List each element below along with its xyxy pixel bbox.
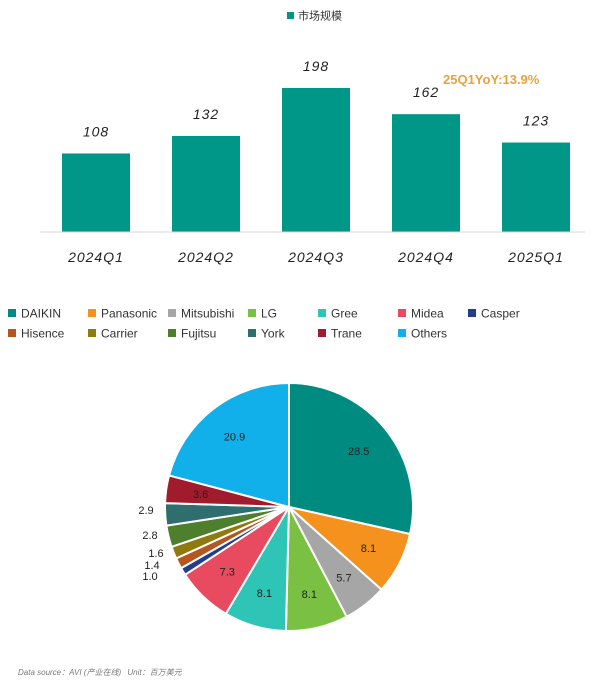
legend-swatch	[318, 329, 326, 337]
legend-swatch	[168, 329, 176, 337]
legend-item: Hisence	[8, 327, 65, 341]
pie-value-label: 8.1	[361, 543, 376, 555]
pie-value-label: 7.3	[220, 567, 235, 579]
legend-swatch	[318, 309, 326, 317]
bar-value-label: 162	[413, 84, 439, 100]
bar	[62, 153, 130, 232]
pie-value-label: 1.4	[144, 560, 159, 572]
category-label: 2024Q3	[287, 249, 344, 265]
legend-item: Mitsubishi	[168, 307, 234, 321]
legend-label: Fujitsu	[181, 327, 216, 341]
pie-value-label: 2.8	[142, 530, 157, 542]
legend-swatch	[88, 309, 96, 317]
legend-item: Fujitsu	[168, 327, 216, 341]
bar-chart: 市场规模 108 2024Q1 132 2024Q2 198 2024Q3 162 2024Q4…	[40, 9, 585, 265]
legend-label: Carrier	[101, 327, 138, 341]
legend-label: Others	[411, 327, 447, 341]
pie-value-label: 8.1	[302, 589, 317, 601]
unit-text: Unit：百万美元	[127, 668, 182, 677]
legend-item: Casper	[468, 307, 520, 321]
legend-swatch	[8, 309, 16, 317]
category-label: 2024Q2	[177, 249, 234, 265]
legend-label: 市场规模	[298, 9, 342, 23]
bar-legend: 市场规模	[287, 9, 342, 23]
legend-item: DAIKIN	[8, 307, 61, 321]
bar-value-label: 123	[523, 113, 549, 129]
pie-slice	[288, 381, 414, 536]
pie-value-label: 3.6	[193, 489, 208, 501]
legend-label: Casper	[481, 307, 520, 321]
legend-label: Panasonic	[101, 307, 157, 321]
category-label: 2024Q4	[397, 249, 454, 265]
bar-value-label: 132	[193, 106, 219, 122]
bar	[502, 142, 570, 232]
legend-swatch	[248, 329, 256, 337]
bar-value-label: 198	[303, 58, 329, 74]
pie-slice	[167, 381, 290, 509]
pie-value-label: 1.6	[148, 548, 163, 560]
pie-legend: DAIKIN Panasonic Mitsubishi LG Gree Midea Casp…	[8, 307, 520, 341]
legend-label: York	[261, 327, 286, 341]
legend-swatch	[248, 309, 256, 317]
legend-label: Hisence	[21, 327, 65, 341]
yoy-annotation: 25Q1YoY:13.9%	[443, 72, 540, 87]
bar	[282, 88, 350, 232]
legend-item: Others	[398, 327, 447, 341]
bar	[392, 114, 460, 232]
legend-swatch	[398, 309, 406, 317]
legend-label: Gree	[331, 307, 358, 321]
legend-item: Trane	[318, 327, 362, 341]
pie-value-label: 8.1	[257, 588, 272, 600]
pie-chart: 28.5 8.1 5.7 8.1 8.1 7.3 1.01.41.6 2.8 2.9 3.6 20.…	[138, 381, 414, 632]
legend-item: LG	[248, 307, 277, 321]
bar	[172, 136, 240, 232]
legend-swatch	[8, 329, 16, 337]
source-note: Data source：AVI (产业在线) Unit：百万美元	[18, 667, 186, 678]
source-text: Data source：AVI (产业在线)	[18, 668, 122, 677]
pie-value-label: 2.9	[138, 505, 153, 517]
pie-value-label: 28.5	[348, 446, 369, 458]
category-label: 2025Q1	[507, 249, 564, 265]
legend-swatch	[287, 12, 294, 19]
category-label: 2024Q1	[67, 249, 124, 265]
legend-label: DAIKIN	[21, 307, 61, 321]
legend-item: Midea	[398, 307, 444, 321]
legend-label: LG	[261, 307, 277, 321]
legend-swatch	[468, 309, 476, 317]
legend-swatch	[88, 329, 96, 337]
legend-item: Panasonic	[88, 307, 157, 321]
legend-item: Carrier	[88, 327, 138, 341]
pie-value-label: 5.7	[336, 572, 351, 584]
legend-label: Midea	[411, 307, 444, 321]
bar-value-label: 108	[83, 123, 109, 139]
legend-swatch	[168, 309, 176, 317]
legend-swatch	[398, 329, 406, 337]
legend-item: York	[248, 327, 286, 341]
pie-value-label: 20.9	[224, 431, 245, 443]
legend-item: Gree	[318, 307, 358, 321]
legend-label: Mitsubishi	[181, 307, 234, 321]
legend-label: Trane	[331, 327, 362, 341]
pie-value-label: 1.0	[142, 571, 157, 583]
